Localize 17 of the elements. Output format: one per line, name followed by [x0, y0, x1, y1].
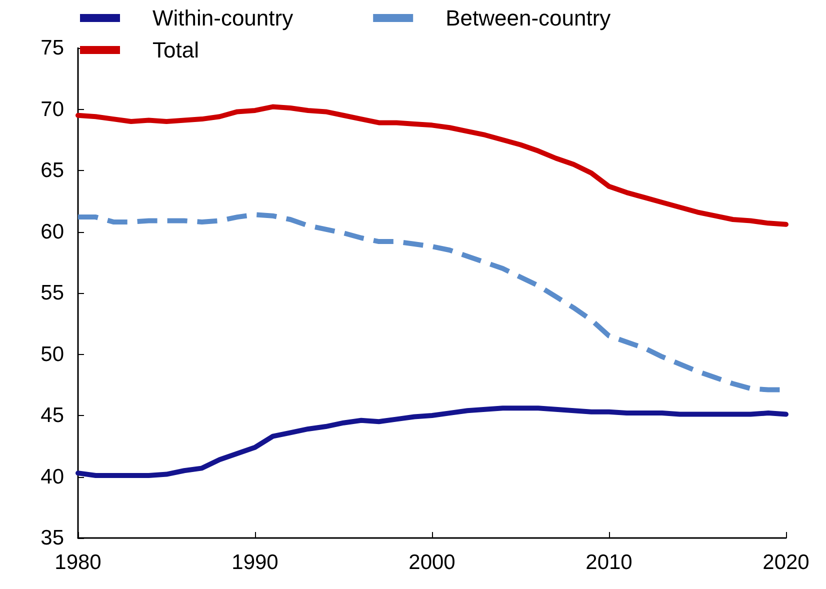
x-tick-label: 2010: [586, 551, 632, 574]
x-tick-label: 2000: [408, 551, 456, 574]
y-tick-label: 55: [40, 282, 64, 304]
x-tick-label: 1980: [54, 551, 102, 574]
y-tick-label: 75: [40, 36, 64, 60]
y-tick-label: 40: [40, 465, 64, 488]
y-tick-label: 35: [40, 526, 64, 550]
legend-label: Total: [152, 38, 199, 62]
y-tick-label: 60: [40, 220, 64, 244]
y-tick-label: 45: [40, 404, 64, 427]
y-tick-label: 50: [40, 342, 64, 366]
x-tick-label: 1990: [232, 551, 278, 574]
x-tick-label: 2020: [762, 551, 810, 574]
legend-label: Between-country: [446, 6, 611, 30]
legend-label: Within-country: [152, 6, 294, 30]
y-tick-label: 65: [40, 159, 64, 182]
y-tick-label: 70: [40, 98, 64, 121]
